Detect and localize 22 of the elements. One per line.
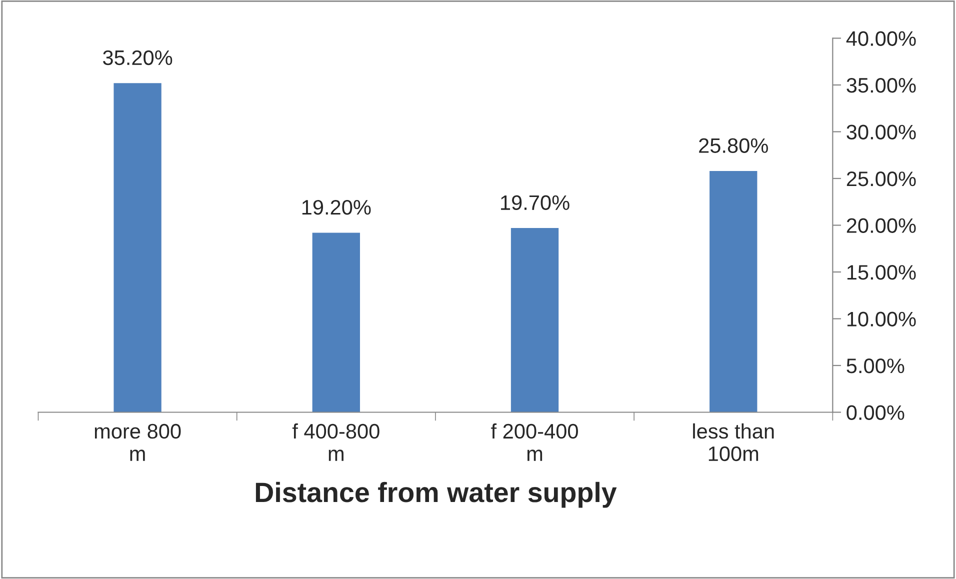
bar [312, 232, 360, 412]
x-tick-label: f 400-800 m [292, 423, 380, 461]
bar [710, 170, 758, 412]
y-tick-label: 20.00% [846, 218, 916, 233]
data-label: 25.80% [699, 138, 768, 153]
data-label: 19.20% [302, 200, 371, 215]
y-tick-label: 25.00% [846, 171, 916, 186]
x-axis-title: Distance from water supply [256, 482, 617, 508]
x-tick-label: f 200-400 m [491, 423, 578, 461]
data-label: 35.20% [103, 50, 172, 66]
x-tick-label: less than 100m [693, 423, 774, 462]
y-tick-label: 0.00% [846, 405, 904, 420]
x-tick-label: more 800 m [94, 424, 181, 461]
y-tick-label: 40.00% [846, 31, 916, 46]
bar [114, 83, 162, 412]
y-tick-label: 35.00% [846, 78, 916, 93]
y-tick-label: 10.00% [847, 312, 916, 326]
y-tick-label: 30.00% [846, 124, 916, 140]
y-tick-label: 5.00% [846, 358, 904, 374]
y-tick-label: 15.00% [847, 264, 916, 280]
bar [510, 228, 559, 412]
data-label: 19.70% [501, 195, 570, 210]
